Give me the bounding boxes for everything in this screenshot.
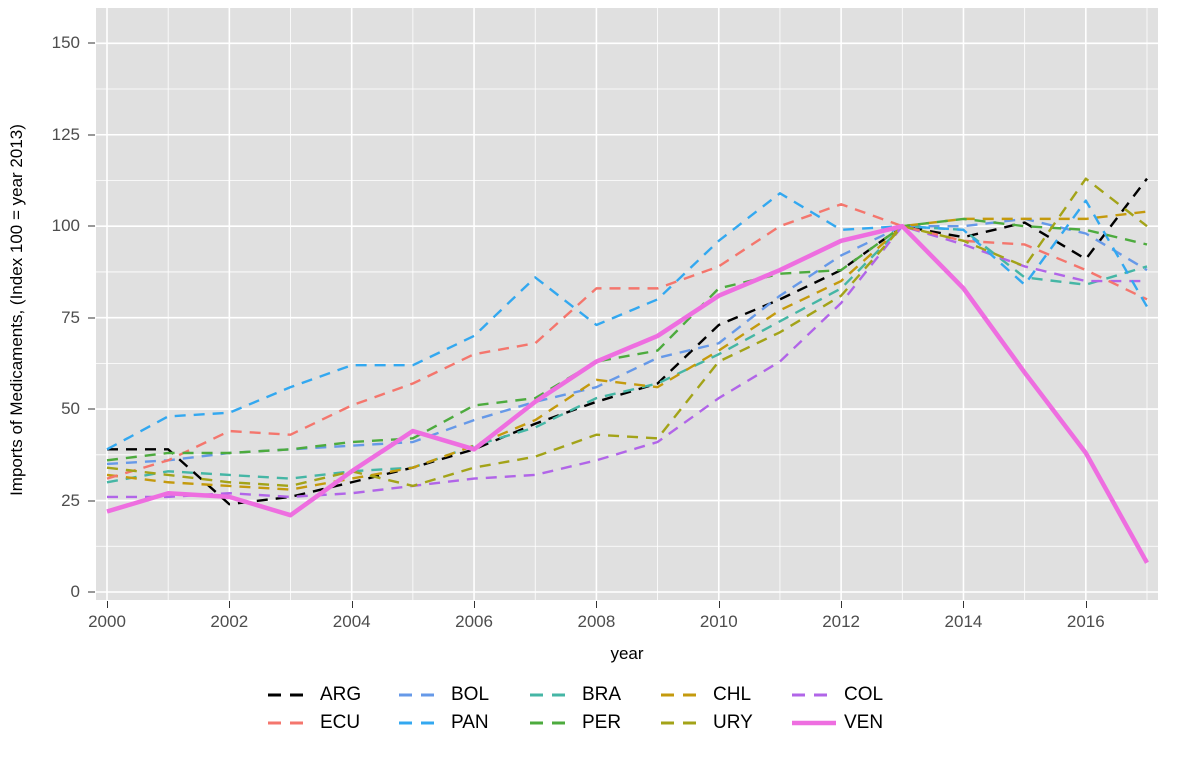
- legend-item-ury[interactable]: URY: [657, 712, 788, 734]
- legend-item-bol[interactable]: BOL: [395, 684, 526, 706]
- legend-label: PAN: [451, 712, 489, 733]
- x-tick-mark: [107, 601, 108, 608]
- legend-label: BRA: [582, 684, 622, 705]
- series-line-ven: [106, 223, 1149, 564]
- legend-item-bra[interactable]: BRA: [526, 684, 657, 706]
- x-tick-mark: [1085, 601, 1087, 608]
- x-tick-mark: [474, 601, 476, 608]
- x-tick-label: 2004: [332, 612, 371, 631]
- series-line-col: [107, 224, 1147, 499]
- y-tick-label: 50: [61, 399, 80, 419]
- x-tick-label: 2002: [210, 612, 249, 631]
- legend-label: PER: [582, 712, 622, 733]
- y-tick-mark: [88, 317, 95, 319]
- legend-key-icon: [526, 684, 578, 706]
- legend-label: ARG: [320, 684, 362, 705]
- x-tick-label: 2008: [577, 612, 616, 631]
- legend-item-ven[interactable]: VEN: [788, 712, 919, 734]
- x-tick-mark: [229, 601, 231, 608]
- legend-key-icon: [264, 684, 316, 706]
- legend-item-per[interactable]: PER: [526, 712, 657, 734]
- y-tick-label: 75: [61, 307, 80, 327]
- x-tick-mark: [963, 601, 965, 608]
- y-tick-label: 125: [51, 124, 80, 144]
- series-line-pan: [106, 192, 1149, 451]
- legend-key-icon: [264, 712, 316, 734]
- x-tick-label: 2006: [455, 612, 493, 631]
- y-tick-mark: [88, 500, 95, 502]
- legend-row: ARG BOL BRA CHL COL: [264, 684, 919, 706]
- legend-item-col[interactable]: COL: [788, 684, 919, 706]
- legend-label: VEN: [844, 712, 884, 733]
- legend-item-ecu[interactable]: ECU: [264, 712, 395, 734]
- legend-key-icon: [788, 684, 840, 706]
- y-tick-mark: [88, 408, 95, 410]
- series-group: [106, 177, 1149, 564]
- y-tick-mark: [88, 42, 95, 44]
- series-line-ury: [106, 177, 1148, 488]
- legend-item-arg[interactable]: ARG: [264, 684, 395, 706]
- plot-panel: [96, 8, 1158, 600]
- x-tick-label: 2012: [822, 612, 861, 631]
- y-tick-label: 25: [61, 490, 80, 510]
- x-tick-mark: [596, 601, 598, 608]
- legend-item-pan[interactable]: PAN: [395, 712, 526, 734]
- x-tick-mark: [841, 601, 843, 608]
- y-tick-label: 150: [51, 33, 80, 53]
- x-tick-label: 2010: [699, 612, 738, 631]
- y-tick-mark: [88, 591, 95, 593]
- series-line-arg: [107, 177, 1148, 506]
- legend-key-icon: [657, 684, 709, 706]
- y-tick-label: 0: [70, 582, 80, 601]
- y-tick-mark: [88, 225, 95, 227]
- legend-label: URY: [713, 712, 753, 733]
- legend-label: CHL: [713, 684, 752, 705]
- series-line-per: [106, 217, 1148, 462]
- legend-label: ECU: [320, 712, 361, 733]
- y-tick-mark: [88, 134, 95, 136]
- legend-item-chl[interactable]: CHL: [657, 684, 788, 706]
- x-axis-title: year: [610, 644, 644, 663]
- x-tick-mark: [718, 601, 720, 608]
- x-tick-mark: [351, 601, 353, 608]
- x-tick-label: 2000: [88, 612, 126, 631]
- plot-svg: [96, 8, 1158, 600]
- series-line-bra: [106, 224, 1148, 484]
- series-line-chl: [106, 210, 1148, 491]
- x-tick-label: 2014: [944, 612, 983, 631]
- gridlines: [96, 8, 1158, 600]
- legend-key-icon: [395, 684, 447, 706]
- legend-key-icon: [395, 712, 447, 734]
- series-line-ecu: [106, 203, 1148, 480]
- legend-row: ECU PAN PER URY VEN: [264, 712, 919, 734]
- legend-key-icon: [526, 712, 578, 734]
- legend-label: COL: [844, 684, 884, 705]
- legend-key-icon: [657, 712, 709, 734]
- legend-key-icon: [788, 712, 840, 734]
- legend-label: BOL: [451, 684, 490, 705]
- y-tick-label: 100: [51, 216, 80, 236]
- x-tick-label: 2016: [1066, 612, 1105, 631]
- legend: ARG BOL BRA CHL COL ECU PAN PER URY VEN: [0, 684, 1183, 734]
